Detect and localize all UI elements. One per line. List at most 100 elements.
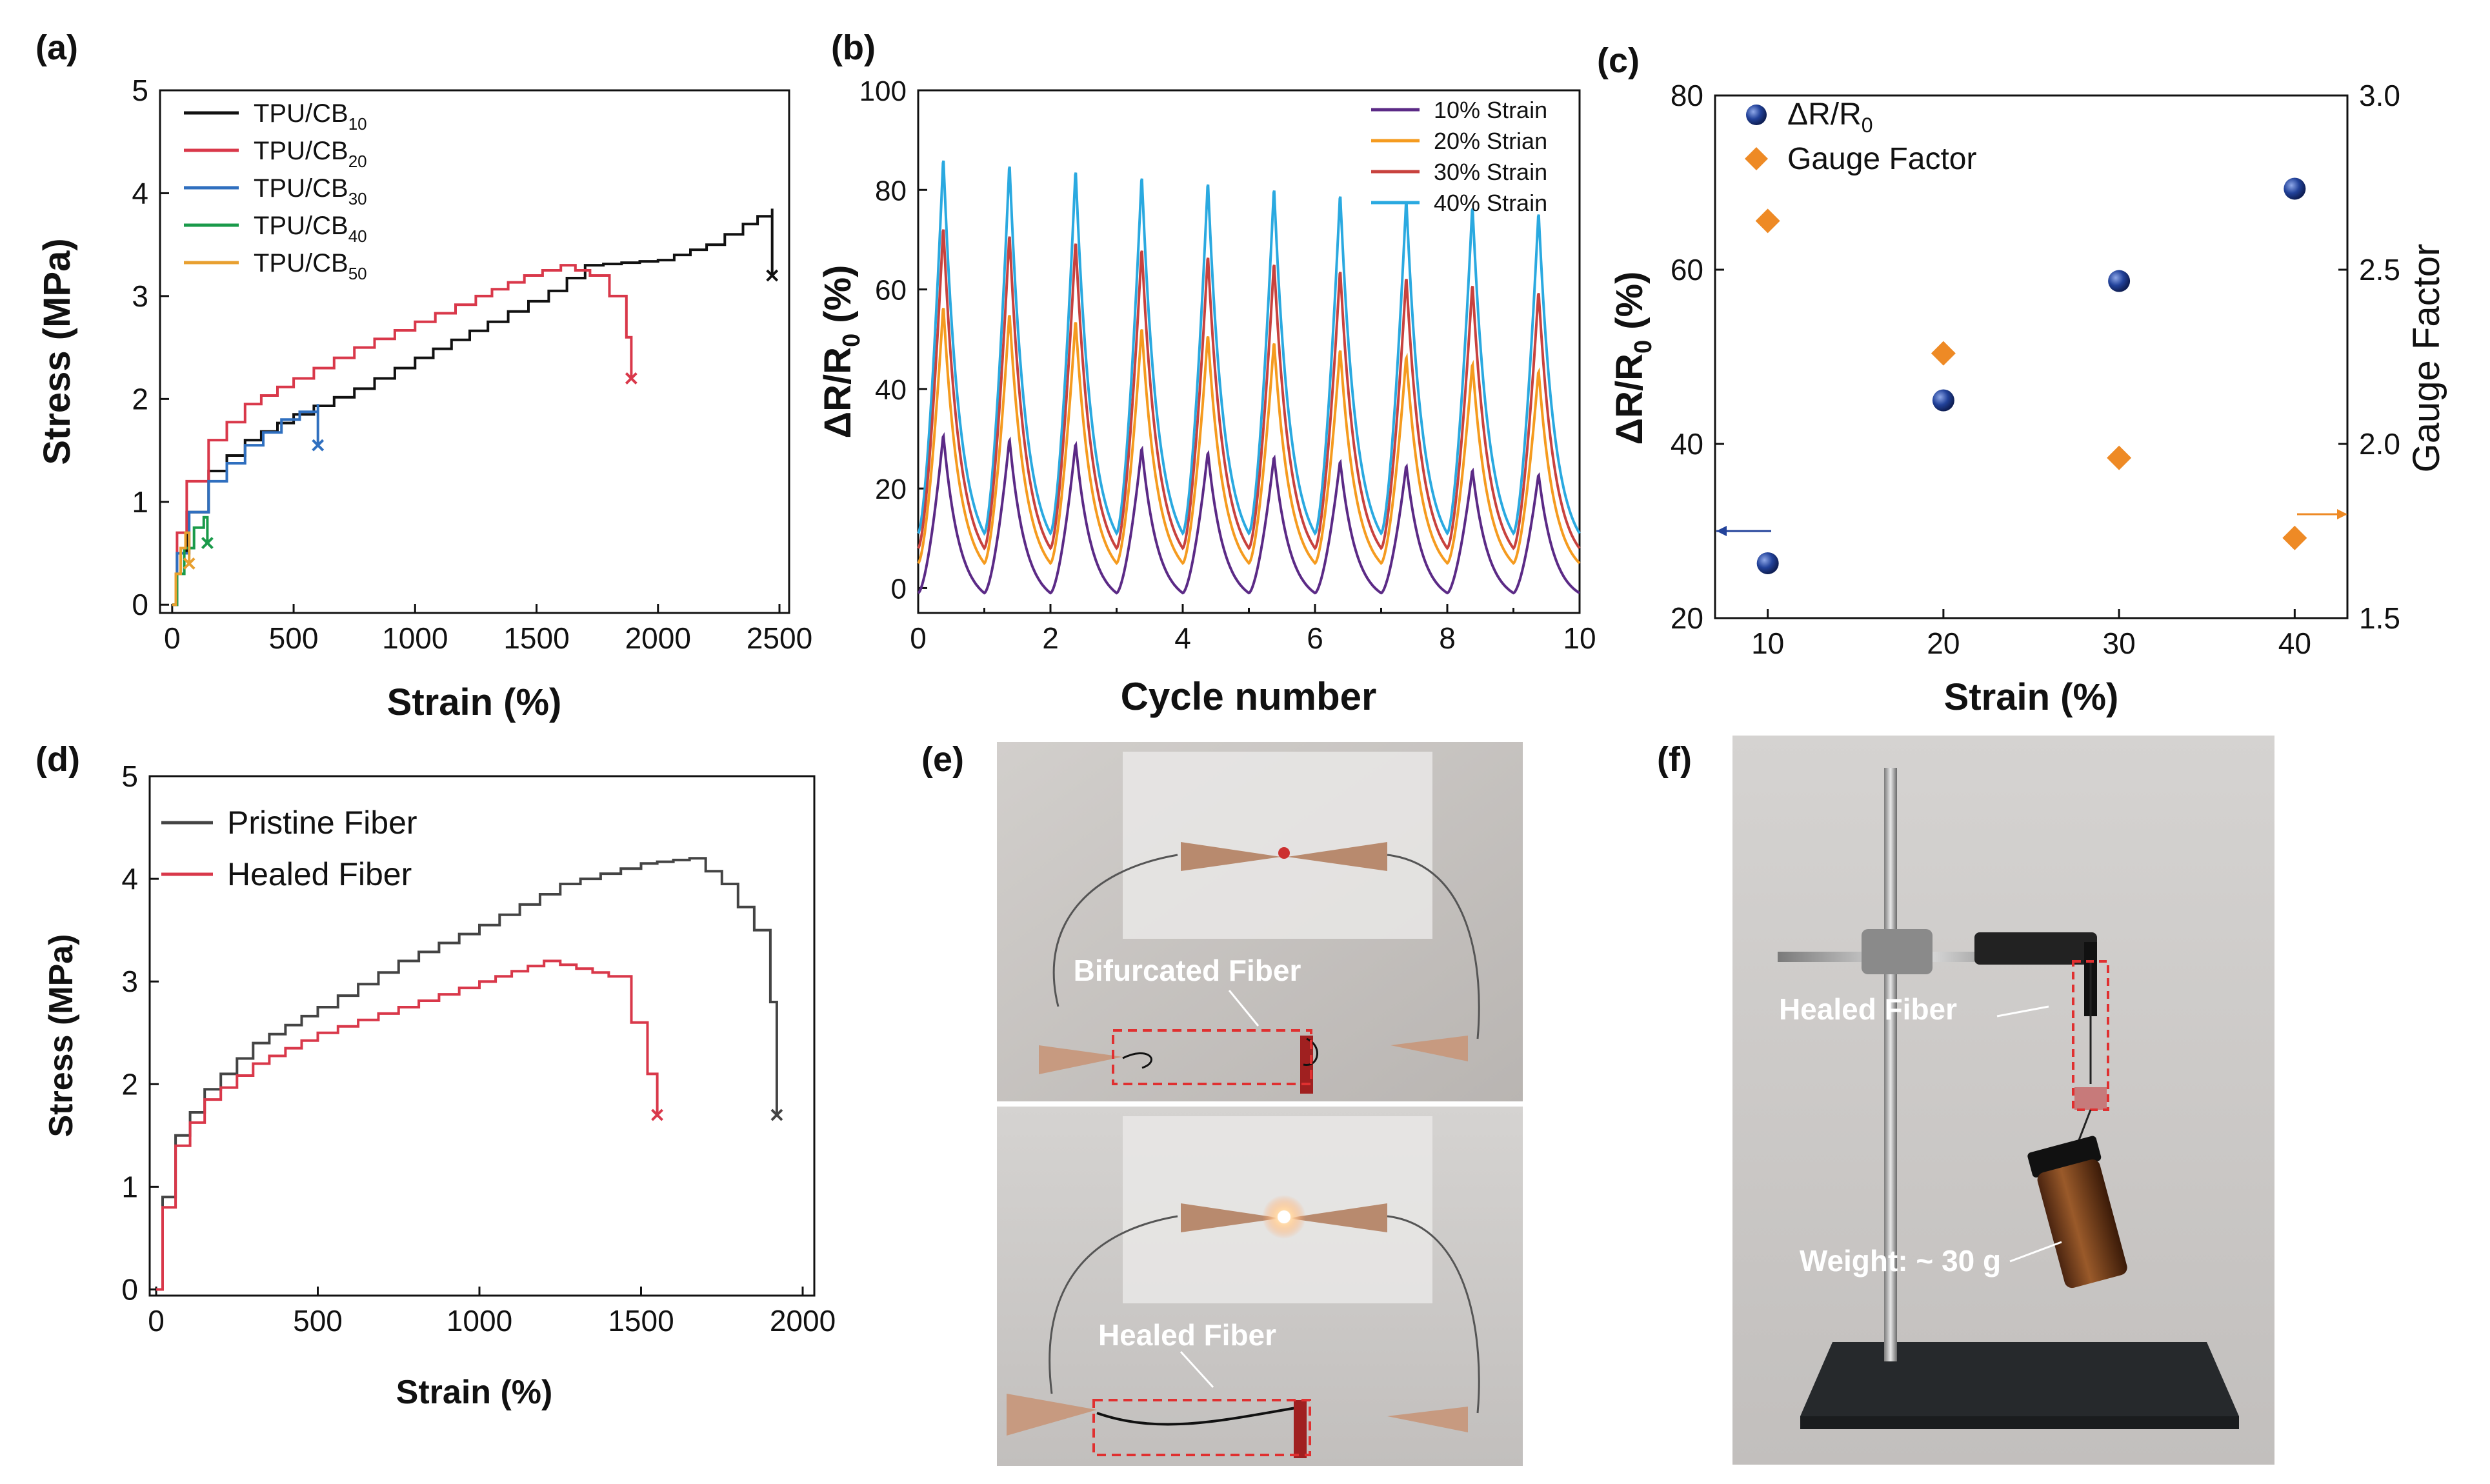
panel-d-ticks: 0 500 1000 1500 2000 0 1 2 3 4 5 [121, 759, 836, 1338]
d-series-line [156, 857, 778, 1291]
panel-f-photo: (f) Healed Fiber Weight: ~ 30 g [1657, 736, 2274, 1465]
d-ytick-label: 4 [121, 862, 138, 896]
clamp-grip [1974, 932, 2097, 965]
vial-cap [2027, 1136, 2102, 1178]
healed-pointer-f [1996, 1005, 2049, 1018]
c-ytick-right-label: 2.0 [2359, 427, 2400, 461]
a-break-mark [183, 557, 196, 570]
b-legend-label: 30% Strain [1434, 159, 1547, 185]
a-legend-name: TPU/CB [254, 249, 348, 277]
c-ytick-left-label: 60 [1671, 253, 1703, 286]
b-xtick-label: 2 [1042, 621, 1059, 655]
panel-a-series [172, 208, 779, 607]
panel-a-frame [159, 89, 790, 614]
a-xtick-label: 2000 [625, 621, 691, 655]
a-legend-sub: 20 [348, 152, 367, 171]
panel-d-label: (d) [35, 740, 80, 779]
a-ytick-label: 2 [132, 382, 148, 416]
c-legend-label-dr: ΔR/R0 [1787, 97, 1873, 137]
panel-c-ylabel-left: ΔR/R0 (%) [1609, 271, 1657, 445]
panel-a-ylabel: Stress (MPa) [36, 238, 78, 465]
c-ytick-right-label: 3.0 [2359, 79, 2400, 112]
c-point-gf [2107, 445, 2132, 470]
a-series-line [172, 404, 319, 607]
b-xtick-label: 8 [1439, 621, 1456, 655]
a-xtick-label: 1000 [382, 621, 448, 655]
b-legend-label: 10% Strain [1434, 97, 1547, 123]
led-on [1278, 1210, 1290, 1223]
c-legend-dr-sub: 0 [1862, 114, 1873, 137]
panel-c-ylabel-right: Gauge Factor [2405, 244, 2447, 473]
panel-f-label: (f) [1657, 740, 1692, 779]
b-ytick-label: 60 [875, 275, 907, 306]
d-break-mark [770, 1108, 783, 1121]
panel-b-ylabel-sub: 0 [838, 334, 865, 347]
d-ytick-label: 2 [121, 1067, 138, 1101]
c-point-dr [1756, 552, 1779, 574]
healed-label-f: Healed Fiber [1779, 992, 1957, 1026]
panel-d-frame [148, 775, 816, 1297]
wire-right-bottom [1387, 1215, 1480, 1414]
d-legend-label: Pristine Fiber [227, 805, 417, 841]
wire-right-top [1387, 854, 1480, 1039]
a-ytick-label: 5 [132, 74, 148, 107]
c-legend-label-gf: Gauge Factor [1787, 142, 1977, 176]
c-ytick-right-label: 1.5 [2359, 601, 2400, 635]
panel-c-ylabel-left-main: ΔR/R [1609, 354, 1651, 445]
clip-right-top [1287, 842, 1387, 871]
panel-c-frame [1714, 94, 2349, 619]
panel-c-label: (c) [1597, 41, 1640, 80]
left-axis-arrowhead [1716, 526, 1727, 536]
healed-label-e: Healed Fiber [1098, 1318, 1276, 1352]
red-clip-f [2074, 1087, 2107, 1110]
c-ytick-left-label: 40 [1671, 427, 1703, 461]
a-legend-name: TPU/CB [254, 212, 348, 240]
right-axis-arrowhead [2337, 509, 2347, 519]
healed-box [1092, 1399, 1311, 1456]
d-ytick-label: 1 [121, 1170, 138, 1203]
panel-a-xlabel: Strain (%) [387, 681, 562, 723]
d-xtick-label: 1500 [608, 1304, 674, 1338]
d-legend-label: Healed Fiber [227, 856, 412, 892]
a-legend-name: TPU/CB [254, 99, 348, 128]
b-ytick-label: 80 [875, 175, 907, 206]
clip-bottom-left-top [1039, 1045, 1123, 1074]
a-legend-label: TPU/CB10 [254, 99, 367, 134]
boss-head [1862, 929, 1933, 974]
b-series-line [917, 229, 1581, 551]
weight-label: Weight: ~ 30 g [1800, 1244, 2001, 1278]
clip-left-top [1181, 842, 1281, 871]
a-series-line [172, 531, 191, 607]
a-ytick-label: 1 [132, 485, 148, 519]
panel-b-ylabel-main: ΔR/R [817, 347, 859, 439]
weight-pointer [2009, 1241, 2062, 1263]
photo-healed-led: Healed Fiber [997, 1107, 1523, 1466]
clip-left-bottom [1181, 1203, 1281, 1232]
panel-c-series [1755, 177, 2307, 574]
b-series-line [917, 307, 1581, 565]
photo-bifurcated: Bifurcated Fiber [997, 742, 1523, 1101]
panel-b-ylabel-unit: (%) [817, 265, 859, 333]
a-legend-sub: 50 [348, 264, 367, 283]
panel-b-label: (b) [831, 28, 876, 67]
c-xtick-label: 10 [1751, 627, 1784, 660]
c-point-dr [2284, 177, 2306, 200]
a-legend-name: TPU/CB [254, 174, 348, 203]
c-point-dr [1932, 389, 1954, 412]
b-xtick-label: 4 [1174, 621, 1191, 655]
panel-e-photos: (e) Bifurcated Fiber [921, 740, 1523, 1466]
a-legend-sub: 30 [348, 189, 367, 208]
c-ytick-right-label: 2.5 [2359, 253, 2400, 286]
c-xtick-label: 30 [2103, 627, 2136, 660]
panel-d-ylabel: Stress (MPa) [43, 934, 80, 1138]
a-break-mark [766, 269, 779, 282]
bifurcated-pointer [1228, 990, 1260, 1027]
a-legend-label: TPU/CB20 [254, 137, 367, 171]
c-legend-diamond [1745, 147, 1768, 170]
fiber-piece-left [1122, 1052, 1152, 1069]
stand-base [1800, 1342, 2239, 1416]
panel-b-xlabel: Cycle number [1121, 675, 1377, 718]
